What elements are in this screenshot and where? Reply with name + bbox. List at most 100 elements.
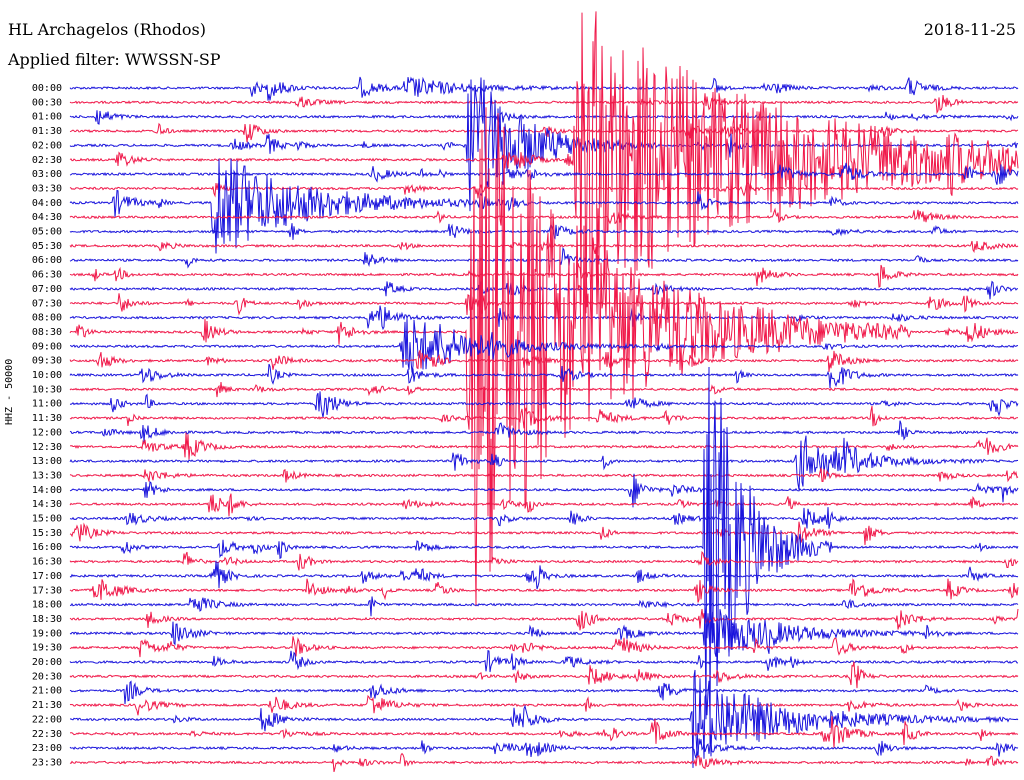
trace-line — [69, 420, 1019, 442]
trace-line — [69, 280, 1018, 300]
trace-line — [69, 467, 1019, 483]
trace-line — [69, 110, 1019, 125]
date-label: 2018-11-25 — [923, 20, 1016, 39]
station-title: HL Archagelos (Rhodos) — [8, 20, 206, 39]
tick-label: 11:00 — [32, 399, 62, 410]
tick-label: 17:30 — [32, 585, 62, 596]
trace-line — [69, 262, 1019, 288]
trace-line — [69, 636, 1019, 658]
tick-label: 18:00 — [32, 600, 62, 611]
tick-label: 12:00 — [32, 427, 62, 438]
trace-line — [69, 350, 1019, 372]
tick-label: 20:30 — [32, 671, 62, 682]
trace-line — [69, 680, 1019, 705]
tick-label: 09:30 — [32, 356, 62, 367]
tick-label: 22:30 — [32, 729, 62, 740]
trace-line — [69, 716, 1019, 749]
trace-line — [69, 246, 1019, 269]
tick-label: 16:00 — [32, 542, 62, 553]
tick-label: 16:30 — [32, 557, 62, 568]
tick-label: 08:30 — [32, 327, 62, 338]
trace-line — [69, 435, 1019, 490]
tick-label: 10:00 — [32, 370, 62, 381]
trace-group — [69, 11, 1019, 773]
tick-label: 21:00 — [32, 686, 62, 697]
tick-label: 05:00 — [32, 227, 62, 238]
trace-line — [69, 608, 1019, 631]
trace-line — [69, 93, 1019, 115]
trace-line — [69, 363, 1019, 389]
tick-label: 00:00 — [32, 83, 62, 94]
tick-label: 22:00 — [32, 714, 62, 725]
tick-label: 00:30 — [32, 97, 62, 108]
tick-label: 10:30 — [32, 384, 62, 395]
tick-label: 11:30 — [32, 413, 62, 424]
trace-line — [69, 76, 1019, 101]
trace-line — [69, 317, 1018, 373]
y-axis-label: HHZ - 50000 — [4, 358, 15, 425]
trace-line — [69, 596, 1019, 617]
trace-line — [69, 122, 1019, 143]
tick-label: 12:30 — [32, 442, 62, 453]
tick-label: 04:00 — [32, 198, 62, 209]
tick-label: 05:30 — [32, 241, 62, 252]
trace-line — [69, 158, 1019, 254]
tick-label: 04:30 — [32, 212, 62, 223]
trace-line — [69, 240, 1019, 254]
trace-line — [69, 661, 1019, 689]
trace-line — [69, 521, 1019, 546]
tick-label: 08:00 — [32, 313, 62, 324]
trace-line — [69, 107, 1019, 607]
tick-label: 06:30 — [32, 270, 62, 281]
tick-label: 14:30 — [32, 499, 62, 510]
trace-line — [69, 305, 1019, 331]
trace-line — [69, 366, 1019, 745]
trace-line — [69, 473, 1019, 508]
tick-label: 23:00 — [32, 743, 62, 754]
tick-label: 15:30 — [32, 528, 62, 539]
trace-line — [69, 293, 1019, 316]
tick-label: 20:00 — [32, 657, 62, 668]
tick-label: 02:00 — [32, 140, 62, 151]
tick-label: 15:00 — [32, 514, 62, 525]
tick-label: 13:30 — [32, 470, 62, 481]
tick-label: 07:30 — [32, 298, 62, 309]
trace-line — [69, 391, 1019, 418]
trace-line — [69, 649, 1018, 673]
trace-line — [69, 694, 1019, 716]
trace-line — [69, 605, 1019, 657]
trace-line — [69, 560, 1019, 590]
tick-label: 02:30 — [32, 155, 62, 166]
tick-label: 19:00 — [32, 628, 62, 639]
trace-line — [69, 207, 1019, 225]
trace-line — [69, 405, 1019, 429]
tick-label: 01:30 — [32, 126, 62, 137]
filter-subtitle: Applied filter: WWSSN-SP — [8, 50, 221, 69]
trace-line — [69, 11, 1019, 314]
tick-label: 01:00 — [32, 112, 62, 123]
trace-line — [69, 752, 1019, 773]
trace-line — [69, 507, 1019, 529]
trace-line — [69, 493, 1019, 517]
tick-label: 03:30 — [32, 183, 62, 194]
tick-label: 06:00 — [32, 255, 62, 266]
trace-line — [69, 550, 1019, 571]
tick-label: 17:00 — [32, 571, 62, 582]
trace-line — [69, 738, 1019, 759]
trace-line — [69, 669, 1019, 768]
tick-label: 03:00 — [32, 169, 62, 180]
tick-label: 18:30 — [32, 614, 62, 625]
tick-label: 07:00 — [32, 284, 62, 295]
tick-label: 21:30 — [32, 700, 62, 711]
trace-line — [69, 578, 1019, 603]
tick-label: 19:30 — [32, 643, 62, 654]
trace-line — [69, 222, 1019, 240]
tick-label: 14:00 — [32, 485, 62, 496]
trace-line — [69, 432, 1019, 460]
tick-label: 13:00 — [32, 456, 62, 467]
trace-line — [69, 382, 1019, 398]
tick-label: 23:30 — [32, 757, 62, 768]
tick-label: 09:00 — [32, 341, 62, 352]
time-tick-labels: 00:00 00:30 01:00 01:30 02:00 02:30 03:00 03:30… — [32, 83, 62, 768]
